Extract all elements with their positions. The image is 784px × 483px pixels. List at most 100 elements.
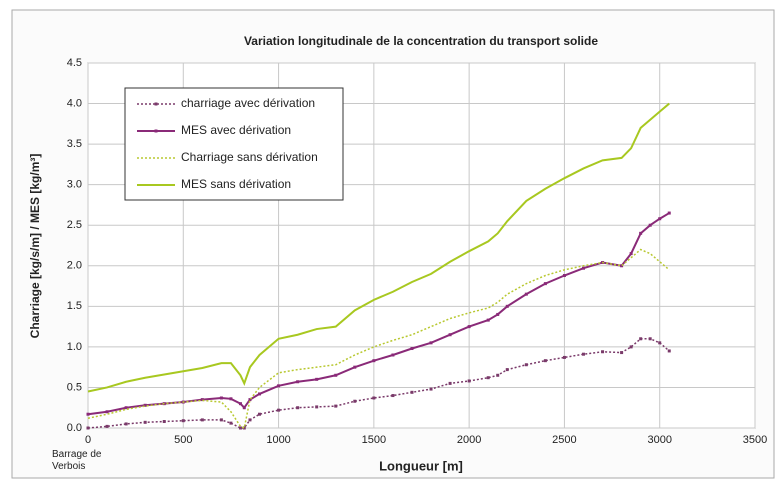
series-marker <box>105 410 109 414</box>
series-marker <box>581 352 585 356</box>
y-tick-label: 2.5 <box>67 219 82 231</box>
series-marker <box>629 345 633 349</box>
series-marker <box>296 380 300 384</box>
series-marker <box>372 396 376 400</box>
x-axis-label: Longueur [m] <box>379 458 463 473</box>
series-marker <box>467 379 471 383</box>
y-tick-label: 2.0 <box>67 260 82 272</box>
series-marker <box>667 349 671 353</box>
series-marker <box>448 381 452 385</box>
series-line <box>87 338 670 429</box>
series-marker <box>639 337 643 341</box>
series-marker <box>372 359 376 363</box>
series-marker <box>648 223 652 227</box>
series-marker <box>86 412 90 416</box>
series-marker <box>162 420 166 424</box>
series-line <box>87 102 670 393</box>
annotation-line: Verbois <box>52 461 85 472</box>
series-marker <box>496 373 500 377</box>
y-tick-label: 3.0 <box>67 179 82 191</box>
series-marker <box>658 341 662 345</box>
series-marker <box>467 325 471 329</box>
x-tick-label: 500 <box>174 434 192 446</box>
series-marker <box>601 350 605 354</box>
series-marker <box>505 304 509 308</box>
series-marker <box>248 398 252 402</box>
annotation-line: Barrage de <box>52 449 102 460</box>
y-tick-label: 3.5 <box>67 138 82 150</box>
series-marker <box>353 399 357 403</box>
series-marker <box>391 394 395 398</box>
annotation: Barrage de Verbois <box>52 449 102 472</box>
series-marker <box>496 312 500 316</box>
series-marker <box>562 355 566 359</box>
series-marker <box>200 398 204 402</box>
series-line <box>87 248 670 430</box>
series-marker <box>124 406 128 410</box>
y-tick-label: 1.0 <box>67 341 82 353</box>
series-marker <box>315 405 319 409</box>
series-marker <box>486 318 490 322</box>
x-tick-label: 2500 <box>552 434 576 446</box>
series-marker <box>86 426 90 430</box>
series-marker <box>543 282 547 286</box>
series-marker <box>258 392 262 396</box>
series-marker <box>524 363 528 367</box>
chart-title: Variation longitudinale de la concentrat… <box>244 34 598 48</box>
series-marker <box>242 426 246 430</box>
series-marker <box>200 418 204 422</box>
series-marker <box>429 387 433 391</box>
series-marker <box>229 397 233 401</box>
legend-label: Charriage sans dérivation <box>181 150 318 164</box>
x-tick-label: 1500 <box>362 434 386 446</box>
series-marker <box>296 406 300 410</box>
y-tick-label: 4.0 <box>67 97 82 109</box>
series-marker <box>562 274 566 278</box>
x-tick-label: 2000 <box>457 434 481 446</box>
y-tick-label: 0.0 <box>67 422 82 434</box>
series-marker <box>524 292 528 296</box>
series-marker <box>658 217 662 221</box>
series-marker <box>258 412 262 416</box>
series-marker <box>486 376 490 380</box>
series-marker <box>648 337 652 341</box>
series-marker <box>429 341 433 345</box>
series-marker <box>410 347 414 351</box>
series-marker <box>581 266 585 270</box>
series-marker <box>543 359 547 363</box>
series-marker <box>353 365 357 369</box>
series-marker <box>229 421 233 425</box>
series-marker <box>334 373 338 377</box>
y-axis-label: Charriage [kg/s/m] / MES [kg/m³] <box>28 154 42 339</box>
series-marker <box>238 402 242 406</box>
x-tick-label: 3500 <box>743 434 767 446</box>
series-marker <box>391 353 395 357</box>
y-tick-label: 4.5 <box>67 57 82 69</box>
series-marker <box>505 368 509 372</box>
series-marker <box>620 351 624 355</box>
legend-label: charriage avec dérivation <box>181 96 315 110</box>
legend-label: MES avec dérivation <box>181 123 291 137</box>
legend-label: MES sans dérivation <box>181 177 291 191</box>
series-marker <box>277 408 281 412</box>
y-tick-label: 0.5 <box>67 381 82 393</box>
legend-box <box>124 87 344 201</box>
series-marker <box>219 418 223 422</box>
x-tick-label: 1000 <box>266 434 290 446</box>
series-marker <box>242 406 246 410</box>
x-tick-label: 0 <box>85 434 91 446</box>
series-marker <box>639 231 643 235</box>
legend-marker <box>154 129 158 133</box>
series-marker <box>105 424 109 428</box>
series-marker <box>238 426 242 430</box>
series-marker <box>620 264 624 268</box>
series-marker <box>124 422 128 426</box>
y-tick-label: 1.5 <box>67 300 82 312</box>
series-marker <box>334 404 338 408</box>
series-marker <box>448 333 452 337</box>
series-marker <box>315 377 319 381</box>
series-marker <box>181 419 185 423</box>
series-marker <box>143 403 147 407</box>
x-tick-label: 3000 <box>647 434 671 446</box>
series-marker <box>629 252 633 256</box>
